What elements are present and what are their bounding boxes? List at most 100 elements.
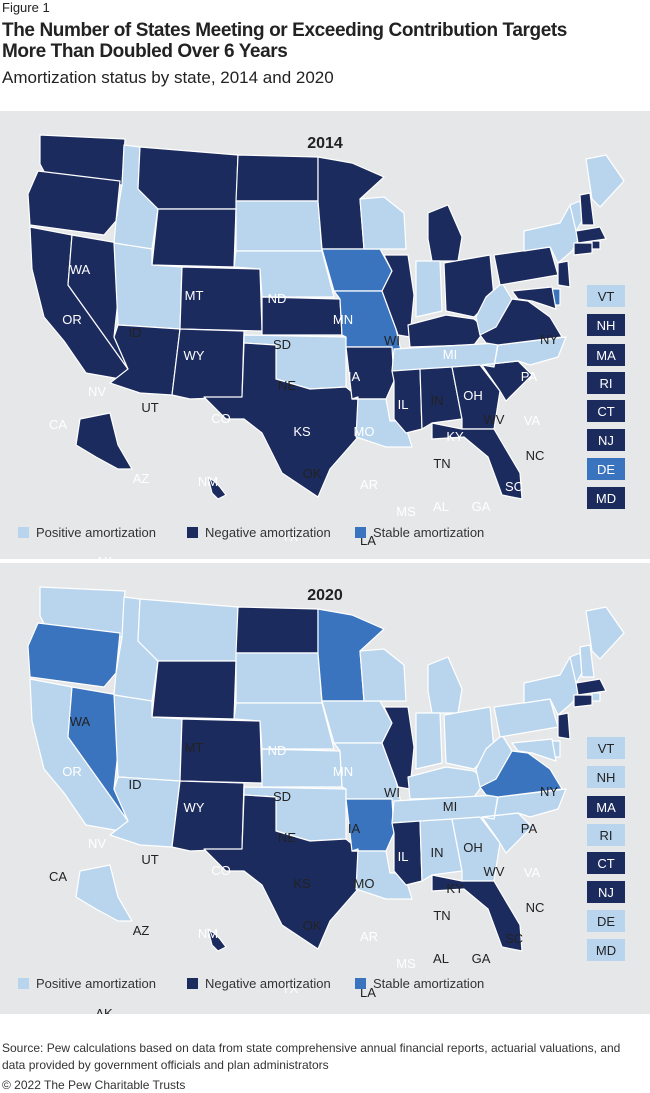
state-wi[interactable] xyxy=(359,196,407,250)
state-ar[interactable] xyxy=(345,346,395,400)
state-wi[interactable] xyxy=(359,648,407,702)
state-al[interactable] xyxy=(419,366,463,430)
state-label-ms: MS xyxy=(396,504,416,519)
state-or[interactable] xyxy=(27,622,121,688)
figure-subtitle: Amortization status by state, 2014 and 2… xyxy=(2,68,334,87)
state-label-tn: TN xyxy=(433,456,450,471)
state-pa[interactable] xyxy=(493,698,559,738)
state-label-wi: WI xyxy=(384,785,400,800)
legend-label-negative: Negative amortization xyxy=(205,976,331,991)
state-sd[interactable] xyxy=(235,652,323,704)
state-ny[interactable] xyxy=(523,656,581,716)
state-fl[interactable] xyxy=(431,874,523,952)
state-in[interactable] xyxy=(415,260,443,318)
state-nm[interactable] xyxy=(171,780,245,852)
state-nh[interactable] xyxy=(579,644,595,678)
callout-box-vt[interactable] xyxy=(587,737,625,759)
state-label-nd: ND xyxy=(268,291,287,306)
callout-box-nh[interactable] xyxy=(587,766,625,788)
state-label-ak: AK xyxy=(95,1006,113,1014)
state-sd[interactable] xyxy=(235,200,323,252)
state-label-wv: WV xyxy=(484,864,505,879)
state-nj[interactable] xyxy=(557,260,571,288)
state-hi[interactable] xyxy=(207,476,227,500)
state-pa[interactable] xyxy=(493,246,559,286)
state-ia[interactable] xyxy=(321,700,393,744)
state-wy[interactable] xyxy=(151,660,237,720)
state-ct[interactable] xyxy=(573,694,593,708)
state-label-tx: TX xyxy=(282,981,299,996)
state-label-tn: TN xyxy=(433,908,450,923)
state-mi[interactable] xyxy=(427,204,463,262)
callout-box-ct[interactable] xyxy=(587,852,625,874)
state-ny[interactable] xyxy=(523,204,581,264)
state-label-az: AZ xyxy=(133,923,150,938)
state-nd[interactable] xyxy=(235,606,319,654)
state-ar[interactable] xyxy=(345,798,395,852)
state-ct[interactable] xyxy=(573,242,593,256)
state-ky[interactable] xyxy=(407,314,487,348)
state-al[interactable] xyxy=(419,818,463,882)
state-tx[interactable] xyxy=(203,342,359,498)
state-wy[interactable] xyxy=(151,208,237,268)
callout-box-ct[interactable] xyxy=(587,400,625,422)
legend-swatch-positive xyxy=(18,527,29,538)
state-or[interactable] xyxy=(27,170,121,236)
state-me[interactable] xyxy=(585,154,625,208)
state-mt[interactable] xyxy=(137,146,239,210)
state-label-ut: UT xyxy=(141,400,158,415)
callout-box-de[interactable] xyxy=(587,910,625,932)
state-label-co: CO xyxy=(211,863,231,878)
state-nd[interactable] xyxy=(235,154,319,202)
state-la[interactable] xyxy=(351,396,413,448)
state-md[interactable] xyxy=(511,738,557,762)
callout-label-vt: VT xyxy=(598,741,615,756)
state-ri[interactable] xyxy=(591,240,601,250)
state-label-nc: NC xyxy=(526,448,545,463)
state-mt[interactable] xyxy=(137,598,239,662)
state-il[interactable] xyxy=(381,254,415,338)
state-nh[interactable] xyxy=(579,192,595,226)
callout-box-md[interactable] xyxy=(587,939,625,961)
callout-label-nh: NH xyxy=(597,770,616,785)
state-in[interactable] xyxy=(415,712,443,770)
state-tx[interactable] xyxy=(203,794,359,950)
state-mi[interactable] xyxy=(427,656,463,714)
callout-box-vt[interactable] xyxy=(587,285,625,307)
state-label-ga: GA xyxy=(472,951,491,966)
state-fl[interactable] xyxy=(431,422,523,500)
callout-box-md[interactable] xyxy=(587,487,625,509)
state-label-ca: CA xyxy=(49,417,67,432)
callout-box-de[interactable] xyxy=(587,458,625,480)
state-nm[interactable] xyxy=(171,328,245,400)
state-va[interactable] xyxy=(479,750,563,798)
state-ak[interactable] xyxy=(75,412,133,470)
callout-box-ma[interactable] xyxy=(587,796,625,818)
state-label-az: AZ xyxy=(133,471,150,486)
state-va[interactable] xyxy=(479,298,563,346)
state-ky[interactable] xyxy=(407,766,487,800)
state-ma[interactable] xyxy=(575,678,607,696)
callout-box-ri[interactable] xyxy=(587,824,625,846)
state-ri[interactable] xyxy=(591,692,601,702)
state-md[interactable] xyxy=(511,286,557,310)
state-me[interactable] xyxy=(585,606,625,660)
callout-box-ri[interactable] xyxy=(587,372,625,394)
callout-box-nj[interactable] xyxy=(587,429,625,451)
legend: Positive amortization Negative amortizati… xyxy=(18,525,484,540)
state-la[interactable] xyxy=(351,848,413,900)
callout-label-nh: NH xyxy=(597,318,616,333)
state-ak[interactable] xyxy=(75,864,133,922)
legend-label-positive: Positive amortization xyxy=(36,976,156,991)
callout-label-ct: CT xyxy=(597,856,614,871)
callout-box-nh[interactable] xyxy=(587,314,625,336)
state-il[interactable] xyxy=(381,706,415,790)
state-ma[interactable] xyxy=(575,226,607,244)
state-ia[interactable] xyxy=(321,248,393,292)
map-svg-2020: 2020 WA OR CA NV ID MT WY UT AZ CO NM ND SD NE KS OK TX MN… xyxy=(18,586,625,1014)
state-label-pa: PA xyxy=(521,369,538,384)
callout-box-nj[interactable] xyxy=(587,881,625,903)
state-nj[interactable] xyxy=(557,712,571,740)
state-hi[interactable] xyxy=(207,928,227,952)
callout-box-ma[interactable] xyxy=(587,344,625,366)
